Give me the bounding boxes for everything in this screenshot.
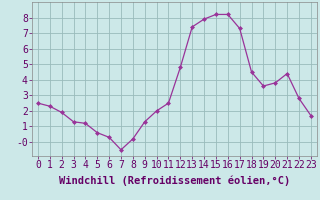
X-axis label: Windchill (Refroidissement éolien,°C): Windchill (Refroidissement éolien,°C) bbox=[59, 176, 290, 186]
